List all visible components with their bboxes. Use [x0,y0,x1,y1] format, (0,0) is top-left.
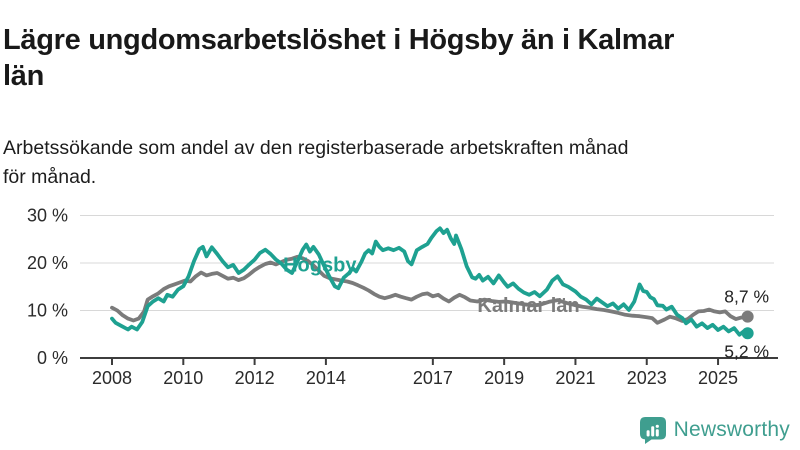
series-label-h-gsby: Högsby [283,255,357,277]
x-tick-label: 2010 [163,368,203,388]
chart-title-line-1: Lägre ungdomsarbetslöshet i Högsby än i … [3,24,675,57]
series-line-kalmar-l-n [110,254,750,325]
line-chart: 2008 2010 2012 2014 2017 2019 2021 2023 2025 0 % 1… [0,195,800,407]
y-tick-label: 0 % [37,348,68,368]
series-end-dot-kalmar-l-n [741,310,754,323]
series-line-h-gsby [110,226,750,337]
x-tick-label: 2025 [698,368,738,388]
x-tick-label: 2021 [555,368,595,388]
y-tick-label: 10 % [27,301,68,321]
line-chart-canvas: 2008 2010 2012 2014 2017 2019 2021 2023 2025 0 % 1… [27,206,778,388]
newsworthy-brand-text: Newsworthy [673,418,790,441]
final-value-label-kalmar-l-n: 8,7 % [724,287,769,307]
final-value-label-h-gsby: 5,2 % [724,341,769,361]
x-tick-label: 2014 [306,368,346,388]
newsworthy-logo-icon [639,417,666,444]
chart-subtitle-line-2: för månad. [3,165,97,188]
chart-subtitle: Arbetssökande som andel av den registerb… [3,134,793,193]
y-tick-label: 30 % [27,206,68,226]
x-tick-label: 2008 [92,368,132,388]
chart-title-line-2: län [3,60,44,93]
x-tick-label: 2019 [484,368,524,388]
chart-subtitle-line-1: Arbetssökande som andel av den registerb… [3,136,629,159]
brand-footer: Newsworthy [639,416,790,444]
y-tick-label: 20 % [27,253,68,273]
x-tick-label: 2012 [235,368,275,388]
series-end-dot-h-gsby [741,327,754,340]
x-tick-label: 2017 [413,368,453,388]
series-label-kalmar-l-n: Kalmar län [477,295,579,317]
x-tick-label: 2023 [627,368,667,388]
chart-title: Lägre ungdomsarbetslöshet i Högsby än i … [3,23,793,95]
